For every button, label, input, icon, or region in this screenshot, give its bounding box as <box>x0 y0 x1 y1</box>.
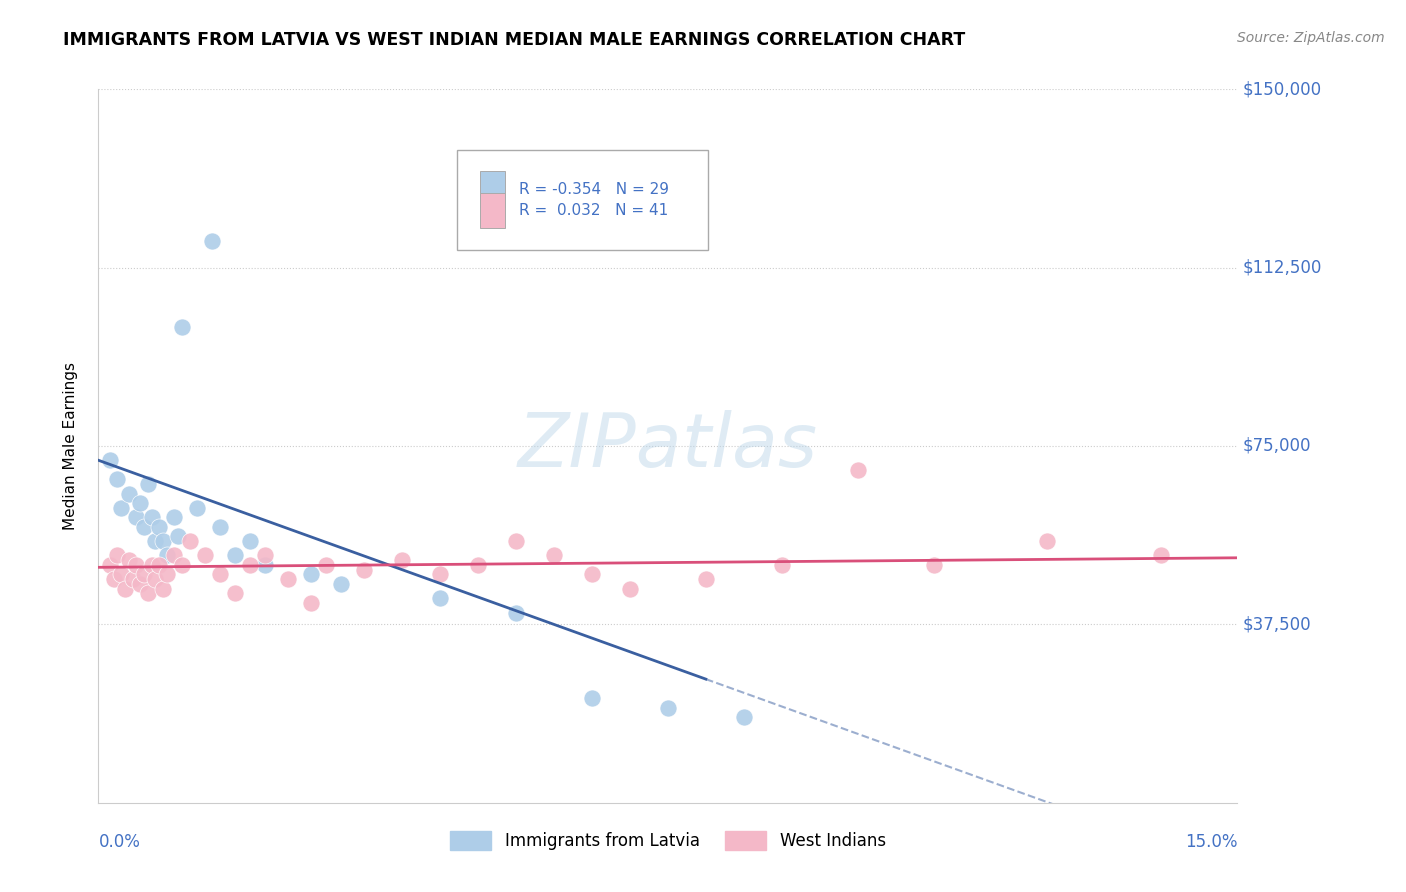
Point <box>152 582 174 596</box>
Point <box>170 558 193 572</box>
Text: $112,500: $112,500 <box>1243 259 1323 277</box>
Point <box>145 534 167 549</box>
Point <box>208 567 231 582</box>
Point <box>467 558 489 572</box>
Text: ZIPatlas: ZIPatlas <box>517 410 818 482</box>
Point <box>201 235 224 249</box>
Point <box>299 596 322 610</box>
Point <box>770 558 793 572</box>
Point <box>170 320 193 334</box>
Point <box>136 477 159 491</box>
Point <box>167 529 190 543</box>
Text: 0.0%: 0.0% <box>98 833 141 851</box>
Point <box>136 586 159 600</box>
Point <box>429 591 451 606</box>
Point <box>186 500 208 515</box>
Point <box>107 472 129 486</box>
Point <box>922 558 945 572</box>
Point <box>543 549 565 563</box>
Point <box>125 510 148 524</box>
Point <box>118 486 141 500</box>
Point <box>330 577 353 591</box>
Point <box>110 567 132 582</box>
Point <box>254 558 277 572</box>
Point <box>98 558 121 572</box>
Point <box>107 549 129 563</box>
Point <box>103 572 125 586</box>
Point <box>239 558 262 572</box>
Point <box>145 572 167 586</box>
Point <box>353 563 375 577</box>
Point <box>156 567 179 582</box>
Bar <box>479 171 505 207</box>
Point <box>194 549 217 563</box>
Point <box>129 577 152 591</box>
Point <box>695 572 717 586</box>
Point <box>505 534 527 549</box>
Text: $75,000: $75,000 <box>1243 437 1312 455</box>
Point <box>118 553 141 567</box>
Point <box>156 549 179 563</box>
Point <box>391 553 413 567</box>
Point <box>581 691 603 706</box>
Point <box>163 510 186 524</box>
Point <box>208 520 231 534</box>
Text: $150,000: $150,000 <box>1243 80 1322 98</box>
Bar <box>479 193 505 228</box>
Text: IMMIGRANTS FROM LATVIA VS WEST INDIAN MEDIAN MALE EARNINGS CORRELATION CHART: IMMIGRANTS FROM LATVIA VS WEST INDIAN ME… <box>63 31 966 49</box>
Y-axis label: Median Male Earnings: Median Male Earnings <box>63 362 77 530</box>
Text: $37,500: $37,500 <box>1243 615 1312 633</box>
Point <box>1150 549 1173 563</box>
Point <box>1036 534 1059 549</box>
Point <box>129 496 152 510</box>
Point <box>846 463 869 477</box>
Point <box>733 710 755 724</box>
Point <box>619 582 641 596</box>
Point <box>277 572 299 586</box>
Point <box>581 567 603 582</box>
Point <box>132 520 155 534</box>
Point <box>239 534 262 549</box>
Point <box>299 567 322 582</box>
Text: R = -0.354   N = 29: R = -0.354 N = 29 <box>519 182 669 196</box>
Point <box>254 549 277 563</box>
Point <box>141 558 163 572</box>
Point <box>98 453 121 467</box>
Text: Source: ZipAtlas.com: Source: ZipAtlas.com <box>1237 31 1385 45</box>
Point <box>224 549 246 563</box>
Point <box>132 567 155 582</box>
Point <box>163 549 186 563</box>
Point <box>110 500 132 515</box>
Text: 15.0%: 15.0% <box>1185 833 1237 851</box>
Point <box>125 558 148 572</box>
Point <box>121 572 143 586</box>
Point <box>505 606 527 620</box>
Point <box>657 700 679 714</box>
Text: R =  0.032   N = 41: R = 0.032 N = 41 <box>519 203 668 218</box>
Point <box>429 567 451 582</box>
Legend: Immigrants from Latvia, West Indians: Immigrants from Latvia, West Indians <box>441 822 894 859</box>
Point <box>224 586 246 600</box>
FancyBboxPatch shape <box>457 150 707 250</box>
Point <box>141 510 163 524</box>
Point <box>315 558 337 572</box>
Point <box>152 534 174 549</box>
Point <box>114 582 136 596</box>
Point <box>148 520 170 534</box>
Point <box>148 558 170 572</box>
Point <box>179 534 201 549</box>
